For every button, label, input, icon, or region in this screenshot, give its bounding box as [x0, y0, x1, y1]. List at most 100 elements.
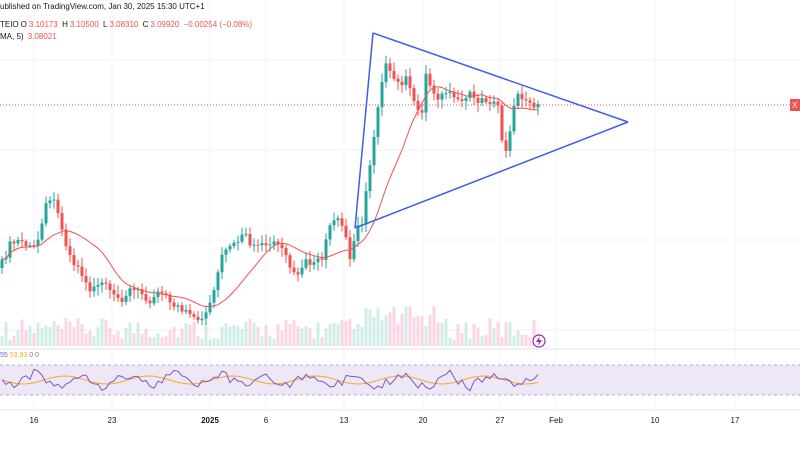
x-tick-label: 6: [264, 416, 269, 425]
oscillator-legend[interactable]: 55 53.93 0 0: [0, 352, 39, 359]
candle-body: [444, 93, 448, 95]
candle-body: [136, 289, 140, 291]
candle-body: [220, 254, 224, 273]
volume-bar: [160, 337, 164, 346]
candle-body: [260, 243, 264, 246]
volume-bar: [144, 328, 148, 346]
candle-body: [252, 244, 256, 246]
volume-bar: [276, 323, 280, 346]
candle-body: [316, 258, 320, 263]
volume-bar: [72, 327, 76, 346]
candle-body: [96, 284, 100, 287]
candle-body: [392, 70, 396, 79]
symbol-name[interactable]: TEIO: [0, 20, 19, 29]
volume-bar: [64, 318, 68, 346]
volume-bar: [140, 333, 144, 346]
volume-bar: [464, 322, 468, 346]
low-label: L: [103, 20, 108, 29]
candle-body: [176, 305, 180, 307]
volume-bar: [324, 328, 328, 346]
volume-bar: [348, 319, 352, 346]
candle-body: [28, 245, 32, 247]
volume-bar: [172, 326, 176, 346]
volume-bar: [176, 337, 180, 346]
candle-body: [20, 239, 24, 242]
candle-body: [416, 100, 420, 111]
ma-legend[interactable]: MA, 5) 3.08021: [0, 32, 59, 41]
volume-bar: [436, 322, 440, 346]
volume-bar: [156, 333, 160, 346]
volume-bar: [428, 314, 432, 346]
volume-bar: [152, 337, 156, 346]
candle-body: [376, 107, 380, 137]
candle-body: [80, 266, 84, 277]
volume-bar: [32, 332, 36, 346]
candle-body: [464, 98, 468, 101]
volume-bar: [168, 330, 172, 346]
candle-body: [364, 191, 368, 225]
volume-bar: [376, 308, 380, 346]
candle-body: [248, 234, 252, 246]
volume-bar: [448, 337, 452, 346]
candle-body: [256, 244, 260, 246]
candle-body: [168, 294, 172, 303]
volume-bar: [192, 321, 196, 346]
candle-body: [172, 302, 176, 307]
candle-body: [508, 131, 512, 151]
candle-body: [300, 267, 304, 275]
candle-body: [440, 93, 444, 100]
candle-body: [64, 229, 68, 247]
triangle-upper-trendline[interactable]: [372, 32, 629, 123]
oscillator-settings-icon[interactable]: 0: [35, 352, 39, 359]
x-tick-label: 23: [108, 416, 117, 425]
candle-body: [356, 225, 360, 242]
candle-body: [128, 288, 132, 296]
low-value: 3.08310: [109, 20, 139, 29]
candle-body: [108, 283, 112, 290]
volume-bar: [188, 324, 192, 346]
time-axis[interactable]: 16 23 2025 6 13 20 27 Feb 10 17: [30, 416, 740, 425]
volume-bar: [408, 306, 412, 346]
triangle-lower-trendline[interactable]: [354, 121, 629, 229]
candle-body: [36, 239, 40, 246]
volume-bar: [120, 338, 124, 346]
volume-bar: [208, 339, 212, 346]
volume-bar: [200, 338, 204, 346]
candle-body: [44, 203, 48, 224]
candle-body: [140, 289, 144, 295]
volume-bar: [52, 320, 56, 346]
candle-body: [236, 241, 240, 243]
candle-body: [12, 241, 16, 244]
candle-body: [460, 99, 464, 101]
volume-bar: [108, 328, 112, 346]
candle-body: [436, 93, 440, 100]
candle-body: [348, 237, 352, 260]
candle-body: [24, 241, 28, 246]
candle-body: [52, 199, 56, 201]
oscillator-eye-icon[interactable]: 0: [29, 352, 34, 359]
volume-bar: [128, 322, 132, 346]
candle-body: [200, 318, 204, 321]
candle-body: [512, 105, 516, 132]
candle-body: [412, 88, 416, 101]
candle-body: [396, 78, 400, 82]
ohlc-legend: TEIO O 3.10173 H 3.10500 L 3.08310 C 3.09920 …: [0, 20, 254, 29]
lightning-icon[interactable]: [532, 334, 546, 348]
volume-bar: [380, 320, 384, 346]
candle-body: [312, 262, 316, 265]
candle-body: [32, 245, 36, 247]
candle-body: [188, 309, 192, 315]
symmetrical-triangle-drawing[interactable]: [354, 32, 629, 229]
volume-bar: [112, 334, 116, 346]
candle-body: [240, 234, 244, 242]
volume-bar: [520, 335, 524, 346]
volume-bar: [104, 319, 108, 346]
oscillator-signal-line: [1, 375, 539, 385]
triangle-base-line[interactable]: [354, 32, 374, 229]
volume-bar: [496, 322, 500, 346]
x-tick-label: 13: [340, 416, 349, 425]
volume-bar: [296, 326, 300, 346]
volume-bar: [40, 327, 44, 346]
volume-bar: [504, 322, 508, 346]
